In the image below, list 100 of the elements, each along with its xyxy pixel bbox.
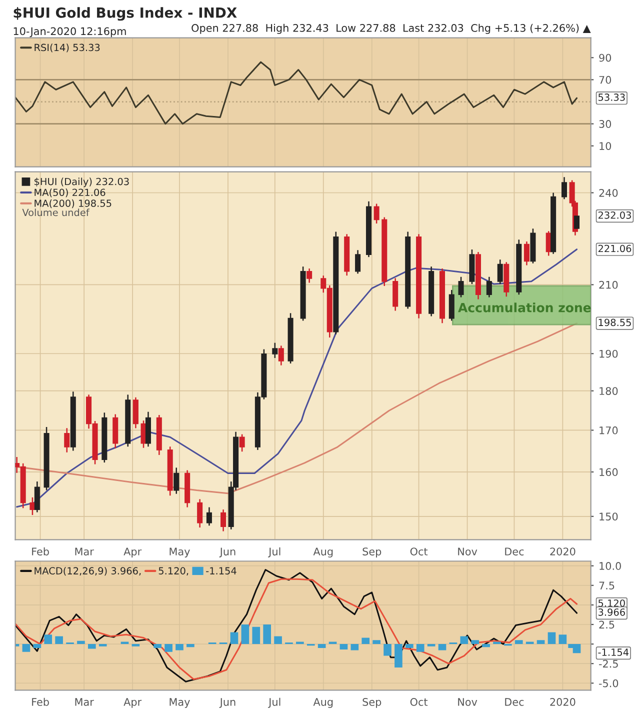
bar	[241, 624, 250, 644]
y-tick-label: -5.0	[598, 679, 618, 688]
bar	[350, 644, 359, 650]
bar	[362, 638, 370, 644]
y-tick-label: 90	[599, 54, 612, 62]
x-tick-label: Mar	[75, 548, 94, 556]
x-tick-label: Oct	[410, 698, 428, 706]
candlestick	[220, 508, 226, 532]
x-tick-label: Nov	[458, 548, 478, 556]
annotation: Accumulation zone	[458, 302, 591, 312]
bar	[438, 644, 446, 650]
x-tick-label: Apr	[124, 548, 142, 558]
x-tick-label: May	[170, 548, 190, 558]
annotation: 198.55	[598, 318, 631, 326]
bar	[55, 636, 63, 644]
legend-label: MA(200) 198.55	[34, 199, 112, 208]
chart-title: $HUI Gold Bugs Index - INDX	[14, 7, 237, 21]
bar	[176, 644, 184, 650]
candlestick	[272, 342, 278, 359]
x-tick-label: 2020	[550, 548, 576, 556]
line-series	[15, 61, 578, 125]
bar	[22, 644, 30, 652]
bar	[493, 642, 501, 644]
candlestick	[278, 345, 284, 366]
candlestick	[174, 467, 180, 494]
bar	[318, 644, 326, 648]
bar	[296, 642, 304, 644]
x-tick-label: 2020	[550, 698, 576, 706]
x-tick-label: Jul	[268, 547, 280, 558]
bar	[77, 640, 85, 644]
y-tick-label: -2.5	[598, 660, 618, 668]
bar	[274, 636, 282, 644]
annotation: 5.120	[598, 599, 625, 607]
bar	[120, 642, 129, 644]
annotation: 232.03	[598, 211, 631, 219]
x-tick-label: Nov	[458, 698, 478, 706]
candlestick	[497, 258, 503, 285]
y-tick-label: 190	[600, 350, 618, 358]
bar	[164, 644, 172, 652]
bar	[372, 640, 380, 644]
candlestick	[486, 276, 492, 298]
x-tick-label: Oct	[410, 548, 428, 556]
y-tick-label: 240	[599, 188, 618, 197]
y-tick-label: 30	[599, 120, 612, 128]
bar	[230, 632, 238, 644]
annotation: -1.154	[598, 648, 629, 656]
bar	[416, 644, 424, 652]
chart-subtitle: 10-Jan-2020 12:16pm	[14, 27, 126, 38]
candlestick	[355, 250, 361, 274]
candlestick	[561, 176, 568, 200]
bar	[526, 642, 534, 644]
legend-label: MA(50) 221.06	[34, 188, 106, 198]
x-tick-label: Jun	[219, 548, 236, 558]
y-tick-label: 10.0	[600, 562, 621, 570]
bar	[44, 634, 52, 644]
candlestick	[239, 434, 245, 452]
candlestick	[132, 396, 138, 429]
candlestick	[34, 480, 40, 513]
bar	[460, 636, 468, 644]
x-tick-label: Sep	[362, 548, 382, 558]
y-tick-label: 160	[600, 468, 618, 476]
bar	[252, 626, 260, 644]
y-tick-label: 210	[599, 280, 618, 289]
candlestick	[374, 203, 380, 224]
bar	[471, 640, 480, 644]
y-tick-label: 7.5	[599, 582, 614, 590]
annotation: 3.966	[598, 608, 625, 616]
candlestick	[30, 496, 36, 516]
legend-label: -1.154	[206, 567, 236, 574]
bar	[154, 644, 162, 648]
y-tick-label: 180	[600, 387, 618, 395]
bar	[328, 642, 337, 644]
y-tick-label: 150	[600, 512, 618, 520]
annotation: 53.33	[598, 94, 625, 101]
bar	[514, 640, 523, 644]
x-tick-label: Dec	[505, 698, 524, 706]
x-tick-label: Mar	[75, 698, 94, 706]
y-tick-label: 170	[600, 426, 618, 434]
x-tick-label: Jul	[268, 698, 280, 708]
candlestick	[197, 498, 203, 528]
x-tick-label: Aug	[313, 698, 333, 708]
y-tick-label: 2.5	[599, 620, 614, 629]
x-tick-label: Apr	[124, 698, 142, 708]
candlestick	[524, 240, 530, 266]
bar	[263, 624, 271, 644]
legend-label: MACD(12,26,9) 3.966,	[34, 566, 141, 576]
bar	[482, 644, 490, 648]
bar	[384, 644, 392, 656]
x-tick-label: May	[170, 698, 190, 708]
legend-label: $HUI (Daily) 232.03	[34, 178, 129, 188]
y-tick-label: 10	[600, 142, 612, 150]
bar	[548, 632, 556, 644]
text: Open 227.88 High 232.43 Low 227.88 Last 232.03 Chg +5.13 (+2.26%) ▲	[192, 24, 591, 34]
annotation: Volume undef	[22, 208, 90, 216]
x-tick-label: Feb	[32, 698, 49, 706]
bar	[536, 640, 545, 644]
x-tick-label: Feb	[32, 547, 49, 556]
legend-label: RSI(14) 53.33	[34, 44, 100, 52]
x-tick-label: Sep	[362, 698, 382, 708]
bar	[340, 644, 348, 650]
